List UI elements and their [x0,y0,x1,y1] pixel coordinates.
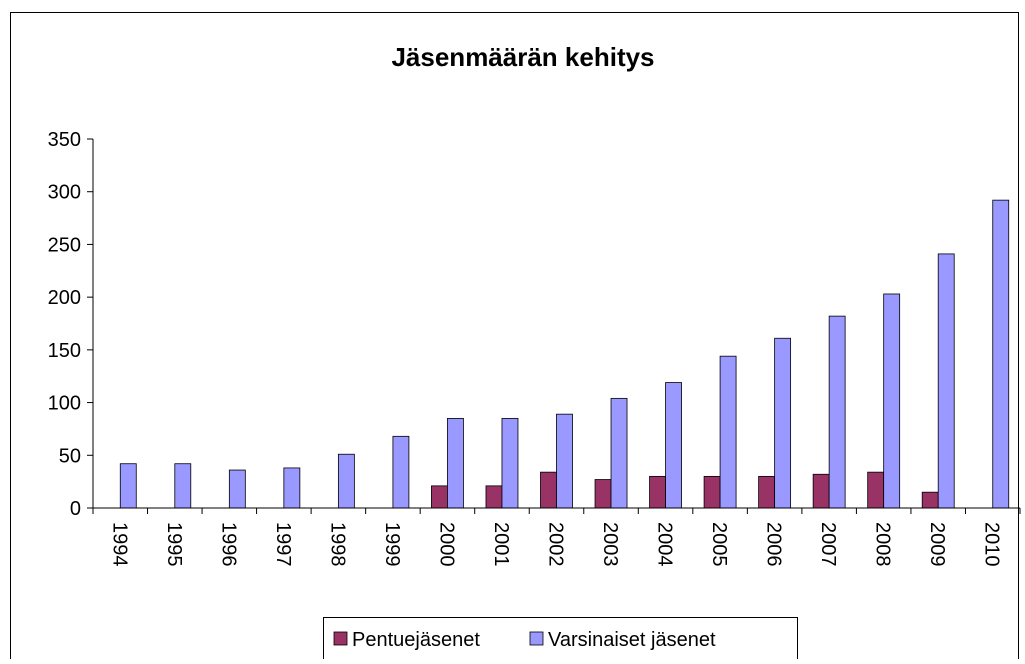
bar [283,467,301,509]
bar [921,491,939,509]
x-tick-label: 2002 [545,522,567,567]
legend-label: Varsinaiset jäsenet [548,629,716,651]
bar [649,475,666,509]
bar [665,382,682,509]
y-tick-label: 300 [48,182,81,204]
bar [228,469,246,509]
y-tick-label: 100 [48,393,81,415]
y-tick-label: 50 [59,445,81,467]
bar [812,473,830,509]
x-tick-label: 1998 [326,522,348,567]
bar [867,471,885,509]
chart-frame [10,12,1019,664]
x-tick-label: 2010 [981,522,1003,567]
bar [719,355,737,509]
bar [447,417,464,509]
x-tick-label: 2003 [599,522,621,567]
bar [337,453,355,509]
x-tick-label: 2005 [708,522,730,567]
bar [485,485,503,509]
bar [992,199,1010,509]
bar [119,463,137,509]
chart-title: Jäsenmäärän kehitys [391,42,654,72]
legend-box [323,617,798,662]
x-tick-label: 2009 [926,522,948,567]
bar [883,293,901,509]
bar [774,337,792,509]
x-tick-label: 2004 [654,522,676,567]
bar [431,485,448,509]
x-tick-label: 1994 [108,522,130,567]
bar [610,397,628,509]
bar [758,475,776,509]
bar [828,315,846,509]
bar [501,417,519,509]
x-tick-label: 2008 [872,522,894,567]
y-tick-label: 350 [48,129,81,151]
bar [703,475,721,509]
y-tick-label: 150 [48,340,81,362]
bar [392,435,410,509]
x-tick-label: 2001 [490,522,512,567]
bar [540,471,557,509]
x-tick-label: 1997 [272,522,294,567]
legend-swatch [333,631,348,646]
bar [937,253,955,509]
x-tick-label: 1999 [381,522,403,567]
y-tick-label: 200 [48,287,81,309]
bar [594,479,612,509]
x-tick-label: 2007 [817,522,839,567]
legend-swatch [529,631,544,646]
y-tick-label: 0 [70,498,81,520]
y-tick-label: 250 [48,234,81,256]
legend-label: Pentuejäsenet [352,629,480,651]
x-tick-label: 2006 [763,522,785,567]
bar [174,463,192,509]
bar [556,413,573,509]
x-tick-label: 2000 [435,522,457,567]
x-tick-label: 1996 [217,522,239,567]
x-tick-label: 1995 [163,522,185,567]
